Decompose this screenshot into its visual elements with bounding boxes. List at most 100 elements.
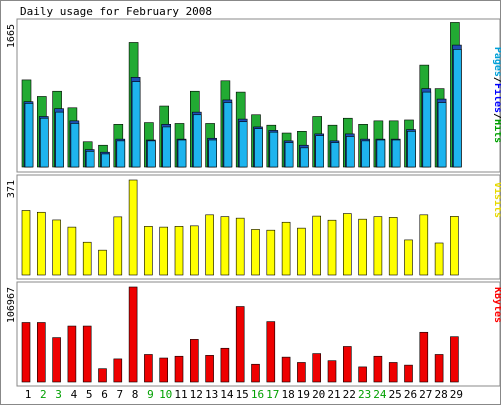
- x-tick-label: 17: [266, 388, 279, 401]
- visits-bar: [98, 249, 107, 276]
- x-tick-label: 10: [159, 388, 172, 401]
- pages-bar: [131, 81, 141, 168]
- kbytes-bar: [190, 339, 199, 383]
- chart-title: Daily usage for February 2008: [20, 5, 212, 18]
- x-tick-label: 20: [312, 388, 325, 401]
- visits-bar: [235, 217, 245, 276]
- visits-bar: [205, 214, 214, 276]
- kbytes-bar: [297, 362, 306, 383]
- kbytes-bar: [281, 356, 291, 383]
- x-tick-label: 14: [220, 388, 234, 401]
- kbytes-bar: [128, 286, 138, 383]
- visits-bar: [297, 227, 306, 276]
- visits-bar: [373, 216, 383, 276]
- kbytes-panel-frame: [16, 281, 501, 387]
- visits-bar: [21, 210, 31, 276]
- pages-bar: [85, 151, 95, 168]
- pages-bar: [345, 136, 355, 168]
- x-tick-label: 19: [297, 388, 310, 401]
- kbytes-bar: [98, 368, 107, 383]
- x-tick-label: 27: [419, 388, 432, 401]
- kbytes-bar: [144, 354, 153, 383]
- legend-files: Files: [492, 83, 501, 113]
- x-tick-label: 1: [25, 388, 32, 401]
- kbytes-bar: [373, 355, 383, 383]
- kbytes-bar: [266, 321, 276, 383]
- visits-bar: [342, 213, 352, 276]
- kbytes-bar: [159, 357, 168, 383]
- pages-bar: [177, 139, 187, 168]
- x-tick-label: 21: [327, 388, 340, 401]
- kbytes-bar: [235, 306, 245, 383]
- kbytes-bar: [327, 360, 337, 383]
- pages-bar: [101, 153, 110, 168]
- visits-bar: [36, 211, 46, 276]
- pages-bar: [422, 91, 432, 168]
- hits-legend-text: Pages/Files/Hits: [492, 47, 501, 143]
- visits-bar: [251, 229, 260, 276]
- x-tick-label: 7: [116, 388, 123, 401]
- kbytes-bar: [251, 363, 260, 383]
- visits-bars: [21, 179, 459, 276]
- kbytes-bar: [220, 347, 230, 383]
- kbytes-bar: [434, 354, 444, 383]
- kbytes-bar: [342, 346, 352, 383]
- kbytes-bar: [358, 366, 367, 383]
- visits-bar: [358, 218, 367, 276]
- kbytes-legend: KBytes: [492, 287, 501, 323]
- pages-bar: [315, 135, 325, 168]
- visits-bar: [220, 216, 230, 276]
- kbytes-bar: [113, 358, 123, 383]
- x-tick-label: 15: [236, 388, 249, 401]
- legend-hits: Hits: [492, 119, 501, 143]
- kbytes-panel: 106967 KBytes: [6, 281, 501, 387]
- kbytes-bar: [404, 364, 413, 383]
- kbytes-bar: [36, 322, 46, 383]
- pages-bar: [55, 111, 64, 168]
- pages-bar: [223, 102, 233, 168]
- visits-bar: [174, 226, 184, 276]
- kbytes-ymax-label: 106967: [6, 287, 17, 323]
- visits-bar: [419, 214, 429, 276]
- x-tick-label: 2: [40, 388, 47, 401]
- x-axis-labels: 1 2 3 4 5 6 7 8 9 10 11 12 13 14 15 16 17 18 19 20 21 22 23 24 2…: [25, 388, 463, 401]
- visits-bar: [281, 221, 291, 276]
- x-tick-label: 23: [358, 388, 371, 401]
- visits-panel: 371 Visits: [6, 174, 501, 280]
- visits-bar: [113, 216, 123, 276]
- kbytes-bar: [67, 325, 77, 383]
- visits-legend: Visits: [492, 182, 501, 218]
- pages-bar: [376, 139, 386, 168]
- hits-panel: 1665 Pages/Files/Hits: [6, 18, 501, 173]
- x-tick-label: 26: [404, 388, 417, 401]
- pages-bar: [300, 147, 309, 168]
- pages-bar: [407, 130, 416, 168]
- pages-bar: [162, 126, 171, 168]
- x-tick-label: 12: [190, 388, 203, 401]
- kbytes-bar: [312, 353, 322, 383]
- visits-bar: [67, 226, 77, 276]
- visits-bar: [450, 216, 459, 276]
- visits-bar: [190, 225, 199, 276]
- pages-bar: [437, 102, 447, 168]
- kbytes-bar: [450, 336, 459, 383]
- kbytes-bars: [21, 286, 459, 383]
- pages-bar: [453, 49, 462, 168]
- visits-bar: [266, 229, 276, 276]
- x-tick-label: 13: [205, 388, 218, 401]
- pages-bar: [208, 139, 217, 168]
- legend-sep-2: /: [492, 113, 501, 119]
- pages-bar: [254, 128, 263, 168]
- x-tick-label: 6: [101, 388, 108, 401]
- visits-bar: [52, 219, 61, 276]
- hits-ymax-label: 1665: [6, 24, 17, 48]
- x-tick-label: 25: [389, 388, 402, 401]
- pages-bar: [284, 142, 294, 168]
- visits-bar: [327, 219, 337, 276]
- kbytes-bar: [52, 337, 61, 383]
- visits-bar: [312, 215, 322, 276]
- visits-bar: [159, 226, 168, 276]
- kbytes-bar: [82, 325, 92, 383]
- hits-bars: [21, 22, 462, 168]
